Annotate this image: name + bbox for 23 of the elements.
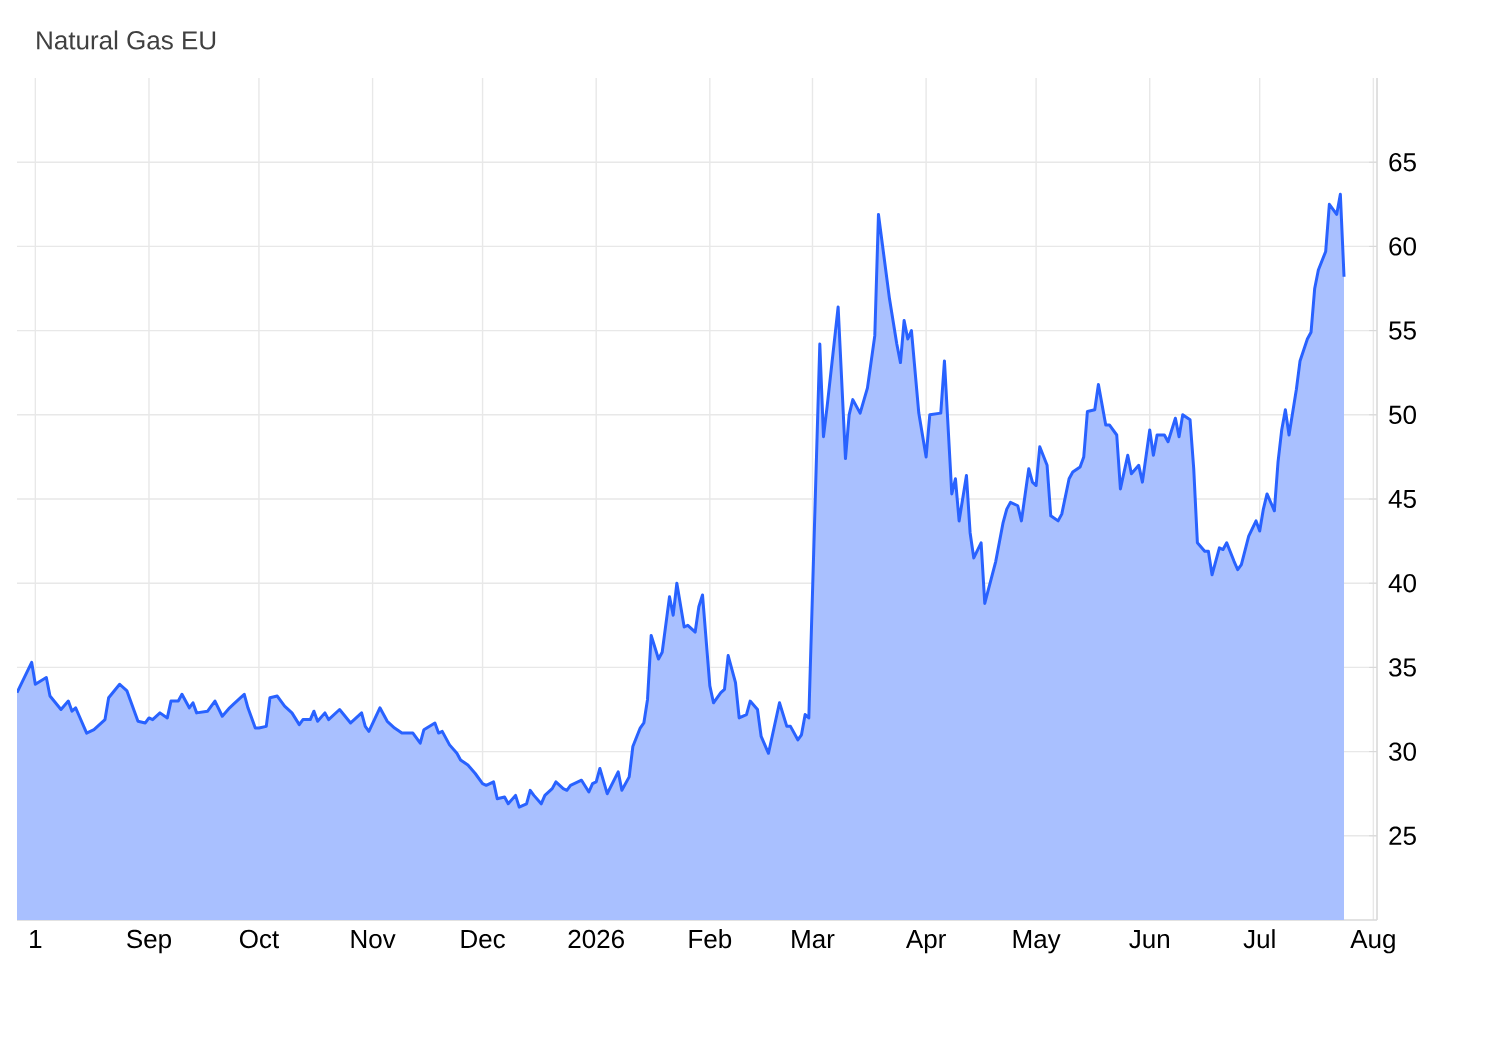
- x-tick-label: Sep: [127, 929, 171, 954]
- x-tick-label: 1: [30, 930, 42, 948]
- x-tick-label: Apr: [905, 930, 946, 954]
- y-tick-label: 50: [1389, 405, 1416, 424]
- x-tick-label: 2026: [568, 929, 624, 949]
- x-tick-label: Aug: [1350, 930, 1395, 954]
- x-tick-label: Oct: [239, 929, 279, 949]
- y-tick-label: 40: [1388, 573, 1416, 593]
- y-tick-label: 65: [1389, 152, 1416, 172]
- x-tick-label: Mar: [792, 930, 835, 949]
- y-tick-label: 45: [1388, 489, 1416, 509]
- y-tick-label: 55: [1389, 321, 1416, 340]
- y-tick-label: 25: [1389, 826, 1416, 845]
- x-tick-label: Jul: [1243, 929, 1275, 949]
- x-tick-label: Jun: [1129, 930, 1169, 949]
- y-tick-label: 35: [1389, 658, 1416, 677]
- x-tick-label: Dec: [461, 930, 505, 949]
- x-tick-label: May: [1013, 930, 1061, 954]
- x-tick-label: Feb: [689, 929, 732, 949]
- y-tick-label: 60: [1389, 237, 1416, 256]
- chart-title: Natural Gas EU: [37, 30, 216, 50]
- y-tick-label: 30: [1389, 742, 1416, 761]
- x-tick-label: Nov: [351, 930, 396, 949]
